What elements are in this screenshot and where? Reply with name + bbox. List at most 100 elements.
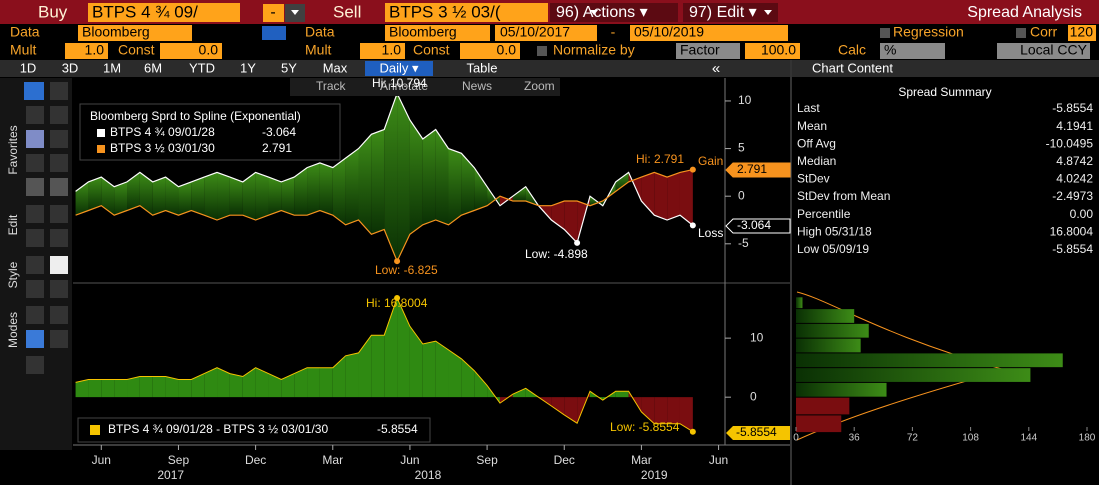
label: Data <box>10 24 40 40</box>
spread-area <box>345 352 359 398</box>
checkbox[interactable] <box>1016 28 1026 38</box>
mode-icon[interactable] <box>26 330 44 348</box>
input-field[interactable] <box>360 43 405 59</box>
dropdown[interactable] <box>676 43 740 59</box>
tab[interactable]: 3D <box>62 60 79 75</box>
summary-label: Median <box>797 154 836 168</box>
field-value[interactable]: Bloomberg <box>389 24 457 40</box>
field-value[interactable]: Local CCY <box>1020 42 1088 58</box>
field-value[interactable]: % <box>884 42 896 58</box>
input-field[interactable] <box>1068 25 1096 41</box>
input-field[interactable] <box>160 43 222 59</box>
input-field[interactable] <box>460 43 520 59</box>
interval-dropdown[interactable] <box>365 61 433 76</box>
date-value[interactable]: 05/10/2019 <box>634 24 704 40</box>
chart-tool[interactable]: Annotate <box>380 79 428 93</box>
menu-button[interactable] <box>550 3 678 22</box>
security[interactable]: BTPS 4 ¾ 09/ <box>92 2 198 21</box>
tool-icon[interactable] <box>26 280 44 298</box>
tool-icon[interactable] <box>50 178 68 196</box>
security-field[interactable] <box>88 3 240 22</box>
input-field[interactable] <box>745 43 800 59</box>
chart-tool[interactable]: News <box>462 79 492 93</box>
tool-icon[interactable] <box>26 178 44 196</box>
tool-icon[interactable] <box>50 106 68 124</box>
spread-fill <box>358 134 372 235</box>
legend-swatch <box>97 145 105 153</box>
legend-title: Bloomberg Sprd to Spline (Exponential) <box>90 109 301 123</box>
tab[interactable]: 5Y <box>281 60 297 75</box>
checkbox[interactable] <box>880 28 890 38</box>
security[interactable]: BTPS 3 ½ 03/( <box>389 2 501 21</box>
dropdown[interactable] <box>997 43 1090 59</box>
pointer-tool[interactable] <box>24 82 44 100</box>
security-field[interactable] <box>385 3 548 22</box>
tab[interactable]: Max <box>323 60 348 75</box>
tool-icon[interactable] <box>50 130 68 148</box>
tool-icon[interactable] <box>26 306 44 324</box>
spread-fill <box>512 186 526 201</box>
field-value[interactable]: 1.0 <box>382 42 402 58</box>
dropdown[interactable] <box>880 43 945 59</box>
tool-icon[interactable] <box>50 205 68 223</box>
tool-icon[interactable] <box>26 154 44 172</box>
spread-area <box>307 367 320 398</box>
text-tool[interactable] <box>26 130 44 148</box>
pen-tool[interactable] <box>50 82 68 100</box>
input-field[interactable] <box>65 43 108 59</box>
date-field[interactable] <box>495 25 597 41</box>
annotation: Hi: 16.8004 <box>366 296 428 310</box>
field-value[interactable]: 0.0 <box>497 42 517 58</box>
tab[interactable]: 1D <box>20 60 37 75</box>
label: Const <box>118 42 155 58</box>
date-value[interactable]: 05/10/2017 <box>500 24 570 40</box>
actions-menu[interactable]: 96) Actions ▾ <box>556 4 648 21</box>
field-value[interactable]: Factor <box>680 42 720 58</box>
tool-icon[interactable] <box>50 306 68 324</box>
tab[interactable]: 1Y <box>240 60 256 75</box>
tool-icon[interactable] <box>26 256 44 274</box>
menu-button[interactable] <box>683 3 778 22</box>
tab[interactable]: 1M <box>103 60 121 75</box>
mode-icon[interactable] <box>50 330 68 348</box>
spread-area <box>75 379 89 398</box>
field-value[interactable]: 100.0 <box>761 42 796 58</box>
date-field[interactable] <box>630 25 788 41</box>
side-field[interactable] <box>263 4 284 22</box>
field-value[interactable]: Bloomberg <box>82 24 150 40</box>
tool-icon[interactable] <box>50 229 68 247</box>
spread-fill <box>667 172 680 220</box>
panel-title: Chart Content <box>812 60 893 75</box>
tool-icon[interactable] <box>50 280 68 298</box>
interval[interactable]: Daily ▾ <box>379 60 419 75</box>
summary-label: High 05/31/18 <box>797 224 872 238</box>
chart-tool[interactable]: Track <box>316 79 347 93</box>
tab[interactable]: 6M <box>144 60 162 75</box>
field-value[interactable]: 0.0 <box>199 42 219 58</box>
field-value[interactable]: 120 <box>1070 24 1094 40</box>
checkbox[interactable] <box>537 46 547 56</box>
tool-icon[interactable] <box>26 106 44 124</box>
summary-value: 0.00 <box>1070 207 1094 221</box>
input-field[interactable] <box>78 25 192 41</box>
collapse-button[interactable]: « <box>712 60 720 77</box>
edit-menu[interactable]: 97) Edit ▾ <box>689 4 757 21</box>
chart-tool[interactable]: Zoom <box>524 79 555 93</box>
x-tick-label: Sep <box>168 453 190 467</box>
legend-box <box>79 103 341 161</box>
x-tick-label: Mar <box>322 453 343 467</box>
summary-value: -10.0495 <box>1046 136 1094 150</box>
tool-icon[interactable] <box>26 229 44 247</box>
field-value[interactable]: 1.0 <box>85 42 105 58</box>
color-tool[interactable] <box>50 256 68 274</box>
tab[interactable]: Table <box>466 60 497 75</box>
sidebar-label: Modes <box>6 312 20 348</box>
side[interactable]: - <box>270 4 275 21</box>
swap-button[interactable] <box>262 26 286 40</box>
spread-fill <box>268 177 282 216</box>
tool-icon[interactable] <box>50 154 68 172</box>
tab[interactable]: YTD <box>189 60 215 75</box>
settings-icon[interactable] <box>26 356 44 374</box>
tool-icon[interactable] <box>26 205 44 223</box>
input-field[interactable] <box>385 25 490 41</box>
